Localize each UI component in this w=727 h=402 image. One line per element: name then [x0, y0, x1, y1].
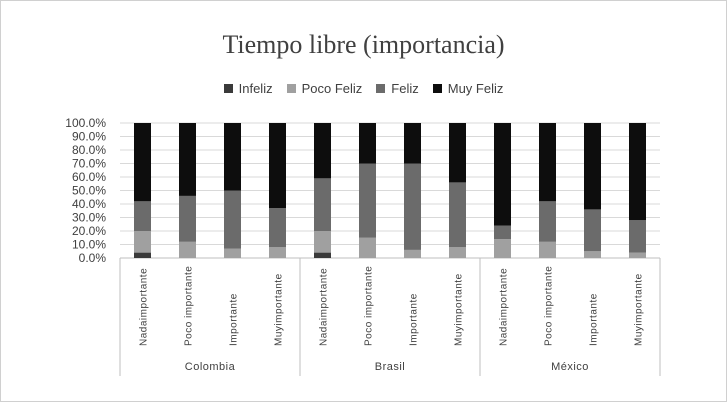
bar-segment — [404, 163, 421, 250]
bar-segment — [449, 123, 466, 183]
x-category-label: Poco importante — [544, 266, 555, 346]
x-category-label: Nadaimportante — [139, 268, 150, 346]
legend-item-poco-feliz: Poco Feliz — [286, 81, 363, 96]
x-group-label: Colombia — [185, 361, 236, 373]
bar-segment — [629, 220, 646, 253]
bar-segment — [359, 123, 376, 164]
chart-legend: Infeliz Poco Feliz Feliz Muy Feliz — [0, 81, 727, 96]
bar-segment — [314, 178, 331, 231]
bar-segment — [359, 163, 376, 238]
bar-segment — [629, 252, 646, 258]
x-category-label: Nadaimportante — [499, 268, 510, 346]
y-tick-label: 60.0% — [72, 170, 106, 184]
x-group-label: Brasil — [375, 361, 406, 373]
chart-title: Tiempo libre (importancia) — [222, 30, 505, 59]
bar-segment — [494, 123, 511, 226]
legend-item-muy-feliz: Muy Feliz — [432, 81, 504, 96]
legend-label-poco-feliz: Poco Feliz — [301, 81, 363, 96]
bar-segment — [269, 208, 286, 248]
bar-segment — [269, 123, 286, 209]
bar-segment — [494, 225, 511, 240]
bar-segment — [359, 237, 376, 258]
bar-segment — [224, 248, 241, 258]
x-category-label: Importante — [409, 293, 420, 346]
legend-label-muy-feliz: Muy Feliz — [447, 81, 504, 96]
bar-segment — [179, 241, 196, 258]
bar-segment — [314, 252, 331, 258]
y-tick-label: 100.0% — [65, 116, 106, 130]
bar-segment — [494, 239, 511, 258]
bar-segment — [584, 209, 601, 252]
bar-segment — [584, 251, 601, 258]
x-category-label: Importante — [229, 293, 240, 346]
x-group-label: México — [551, 361, 589, 373]
bar-segment — [134, 201, 151, 231]
legend-label-feliz: Feliz — [391, 81, 419, 96]
bar-segment — [134, 231, 151, 253]
y-tick-label: 20.0% — [72, 224, 106, 238]
y-tick-label: 0.0% — [79, 251, 107, 265]
x-category-label: Muyimportante — [454, 273, 465, 346]
bar-segment — [269, 247, 286, 258]
x-category-label: Importante — [589, 293, 600, 346]
legend-item-infeliz: Infeliz — [223, 81, 273, 96]
bar-segment — [539, 123, 556, 202]
bar-segment — [539, 201, 556, 242]
x-category-label: Nadaimportante — [319, 268, 330, 346]
y-tick-label: 30.0% — [72, 211, 106, 225]
bar-segment — [224, 123, 241, 191]
legend-item-feliz: Feliz — [376, 81, 419, 96]
bar-segment — [584, 123, 601, 210]
bar-segment — [629, 123, 646, 221]
bar-segment — [539, 241, 556, 258]
bar-segment — [134, 123, 151, 202]
x-category-label: Poco importante — [364, 266, 375, 346]
legend-swatch-infeliz — [223, 84, 233, 93]
y-tick-label: 40.0% — [72, 197, 106, 211]
x-category-label: Muyimportante — [274, 273, 285, 346]
bar-segment — [449, 247, 466, 258]
bar-segment — [179, 123, 196, 196]
x-category-label: Muyimportante — [634, 273, 645, 346]
bar-segment — [404, 123, 421, 164]
y-tick-label: 80.0% — [72, 143, 106, 157]
y-tick-label: 10.0% — [72, 238, 106, 252]
y-tick-label: 90.0% — [72, 130, 106, 144]
bar-segment — [404, 249, 421, 258]
y-tick-label: 70.0% — [72, 157, 106, 171]
bar-segment — [314, 123, 331, 179]
legend-swatch-muy-feliz — [432, 84, 442, 93]
legend-swatch-feliz — [376, 84, 386, 93]
bar-segment — [134, 252, 151, 258]
bar-segment — [224, 190, 241, 249]
bar-segment — [314, 231, 331, 253]
legend-swatch-poco-feliz — [286, 84, 296, 93]
bar-segment — [449, 182, 466, 248]
legend-label-infeliz: Infeliz — [238, 81, 273, 96]
y-tick-label: 50.0% — [72, 184, 106, 198]
bar-segment — [179, 195, 196, 242]
x-category-label: Poco importante — [184, 266, 195, 346]
